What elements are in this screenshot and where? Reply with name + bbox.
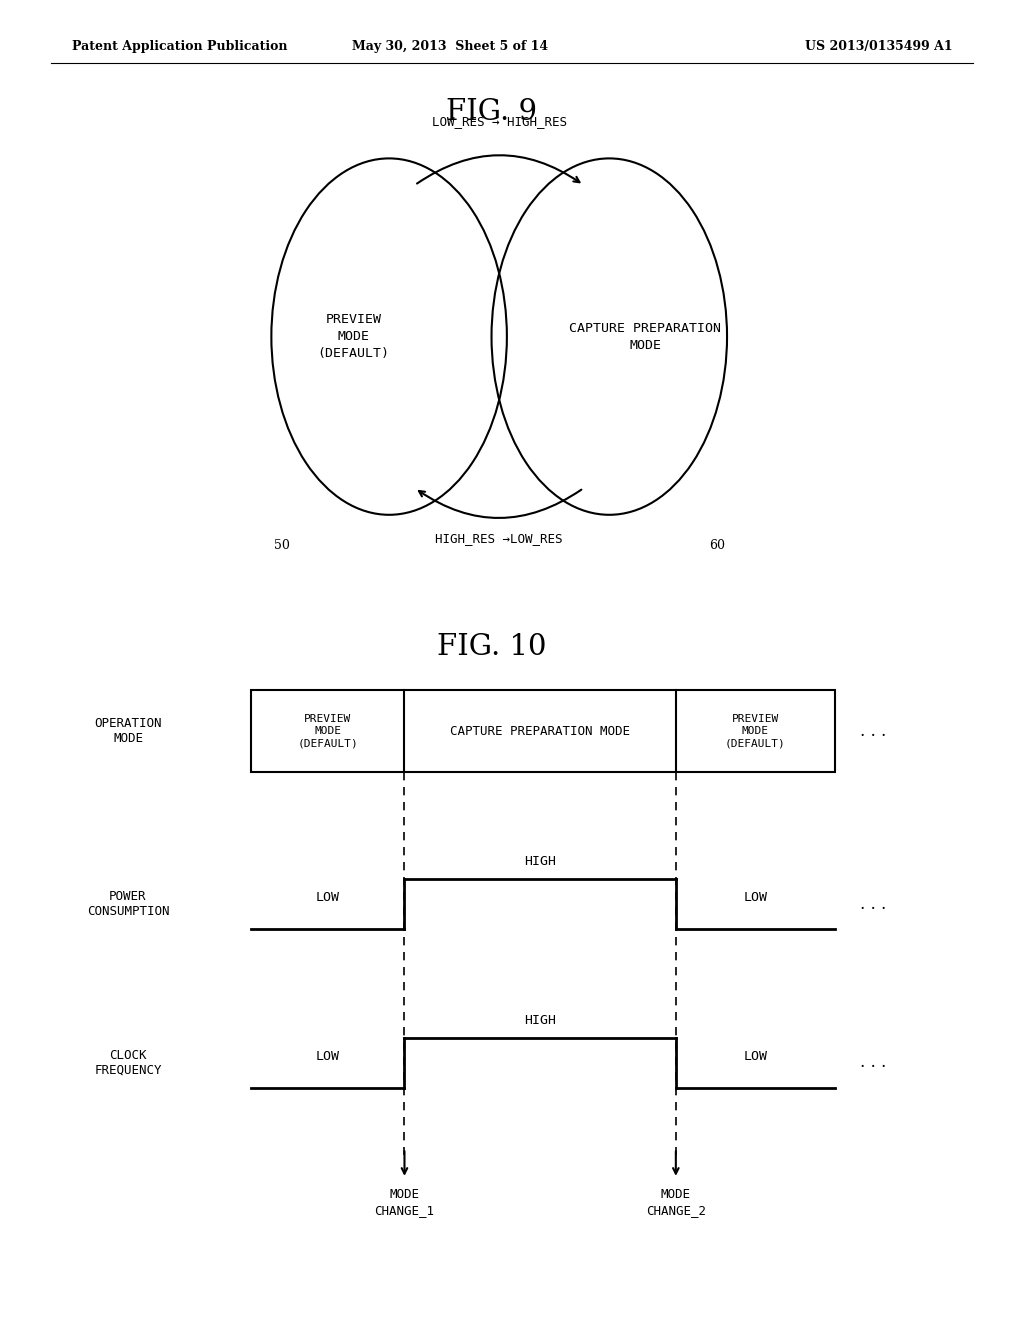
Text: CAPTURE PREPARATION
MODE: CAPTURE PREPARATION MODE — [569, 322, 721, 351]
Text: . . .: . . . — [860, 723, 887, 739]
Ellipse shape — [492, 158, 727, 515]
Text: 50: 50 — [273, 539, 290, 552]
Text: US 2013/0135499 A1: US 2013/0135499 A1 — [805, 40, 952, 53]
Text: CLOCK
FREQUENCY: CLOCK FREQUENCY — [94, 1048, 162, 1077]
Text: LOW: LOW — [315, 891, 340, 904]
Text: LOW_RES → HIGH_RES: LOW_RES → HIGH_RES — [432, 115, 566, 128]
Text: MODE
CHANGE_2: MODE CHANGE_2 — [646, 1188, 706, 1217]
Text: Patent Application Publication: Patent Application Publication — [72, 40, 287, 53]
Text: PREVIEW
MODE
(DEFAULT): PREVIEW MODE (DEFAULT) — [317, 313, 389, 360]
Bar — [251, 690, 835, 772]
Text: MODE
CHANGE_1: MODE CHANGE_1 — [375, 1188, 434, 1217]
Ellipse shape — [271, 158, 507, 515]
Text: PREVIEW
MODE
(DEFAULT): PREVIEW MODE (DEFAULT) — [297, 714, 358, 748]
Text: . . .: . . . — [860, 1055, 887, 1071]
Text: POWER
CONSUMPTION: POWER CONSUMPTION — [87, 890, 169, 919]
Text: LOW: LOW — [315, 1049, 340, 1063]
Text: May 30, 2013  Sheet 5 of 14: May 30, 2013 Sheet 5 of 14 — [352, 40, 549, 53]
Text: 60: 60 — [709, 539, 725, 552]
Text: PREVIEW
MODE
(DEFAULT): PREVIEW MODE (DEFAULT) — [725, 714, 785, 748]
Text: LOW: LOW — [743, 891, 767, 904]
Text: OPERATION
MODE: OPERATION MODE — [94, 717, 162, 746]
Text: HIGH: HIGH — [524, 855, 556, 869]
Text: . . .: . . . — [860, 896, 887, 912]
Text: HIGH_RES →LOW_RES: HIGH_RES →LOW_RES — [435, 532, 563, 545]
Text: FIG. 10: FIG. 10 — [437, 632, 546, 661]
Text: CAPTURE PREPARATION MODE: CAPTURE PREPARATION MODE — [451, 725, 630, 738]
Text: FIG. 9: FIG. 9 — [446, 98, 537, 127]
Text: LOW: LOW — [743, 1049, 767, 1063]
Text: HIGH: HIGH — [524, 1014, 556, 1027]
